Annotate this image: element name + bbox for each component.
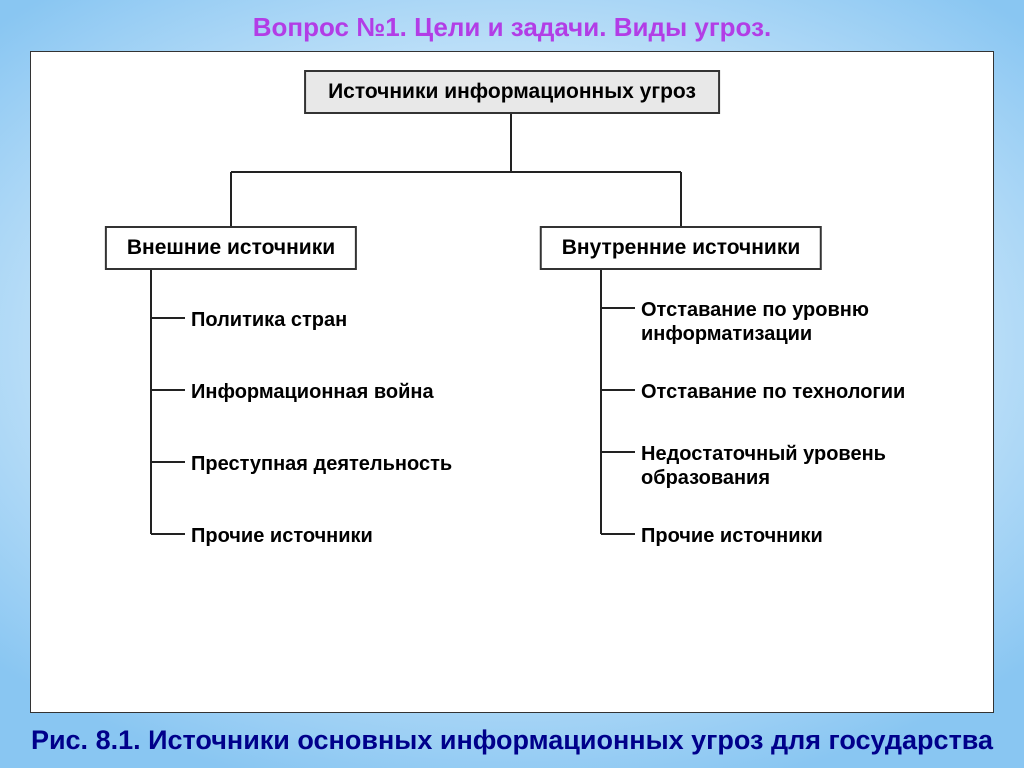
leaf-other-int: Прочие источники [641,524,823,548]
leaf-criminal: Преступная деятельность [191,452,452,476]
slide-content: Вопрос №1. Цели и задачи. Виды угроз. Ис… [0,0,1024,768]
leaf-other-ext: Прочие источники [191,524,373,548]
branch-internal: Внутренние источники [540,226,822,270]
slide-title: Вопрос №1. Цели и задачи. Виды угроз. [30,12,994,43]
figure-caption: Рис. 8.1. Источники основных информацион… [30,723,994,758]
leaf-lag-informatization: Отставание по уровню информатизации [641,298,869,346]
leaf-politics: Политика стран [191,308,347,332]
diagram-frame: Источники информационных угроз Внешние и… [30,51,994,713]
branch-external: Внешние источники [105,226,357,270]
leaf-education: Недостаточный уровень образования [641,442,886,490]
leaf-lag-technology: Отставание по технологии [641,380,905,404]
leaf-info-war: Информационная война [191,380,434,404]
root-node: Источники информационных угроз [304,70,720,114]
